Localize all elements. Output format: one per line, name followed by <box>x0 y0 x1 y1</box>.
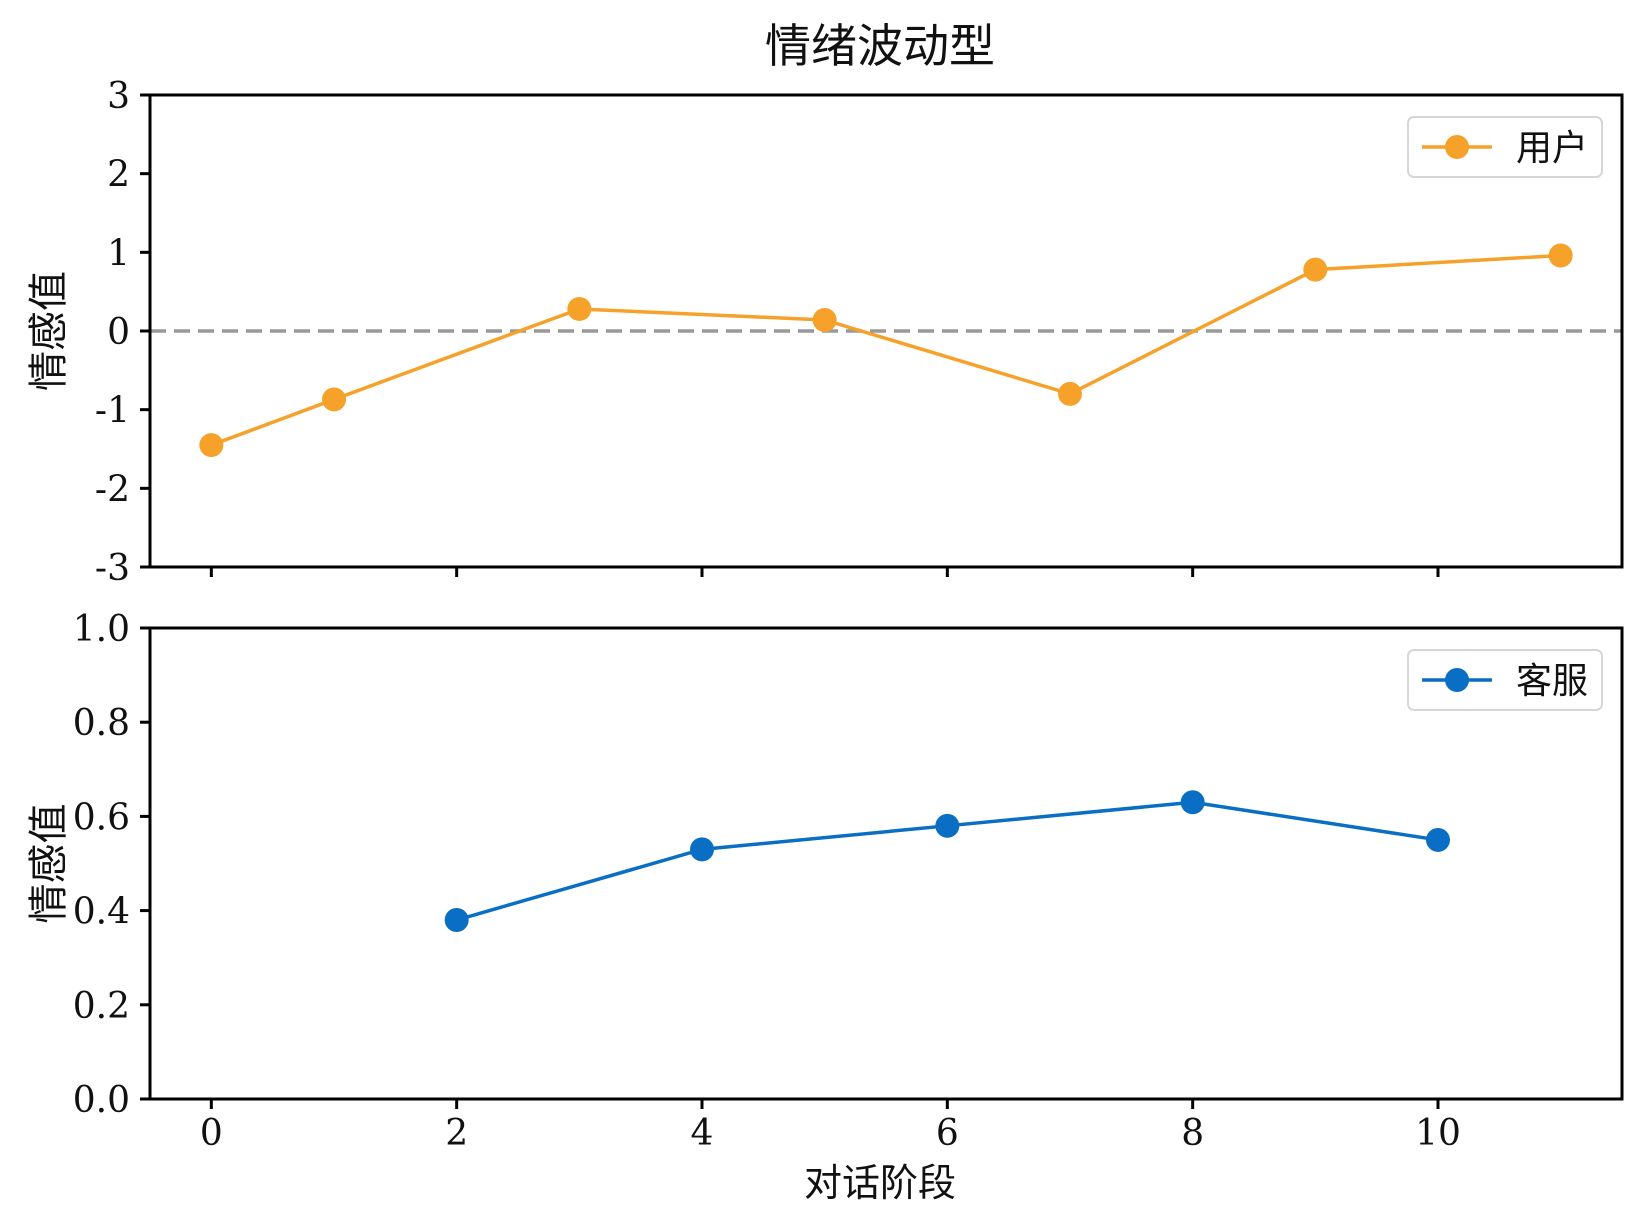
legend-label: 客服 <box>1516 661 1588 702</box>
y-axis-label: 情感值 <box>26 271 72 391</box>
y-tick-label: -3 <box>95 548 130 589</box>
y-tick-label: 0 <box>107 312 130 353</box>
legend-box <box>1407 116 1603 178</box>
legend: 客服 <box>1407 649 1603 711</box>
data-point <box>1548 243 1573 268</box>
data-point <box>1303 257 1328 282</box>
data-point <box>1058 381 1082 406</box>
subplot-1: 3 2 1 0 -1 -2 -3 情感值 用户 <box>26 76 1624 589</box>
data-point <box>444 908 469 933</box>
x-tick-label: 0 <box>200 1113 223 1154</box>
y-tick-label: 0.2 <box>73 986 130 1027</box>
y-tick-label: 1 <box>107 233 130 274</box>
y-tick-label: -2 <box>95 469 130 510</box>
x-tick-label: 6 <box>936 1113 959 1154</box>
y-tick-label: 3 <box>107 76 130 117</box>
data-point <box>567 296 592 321</box>
legend-marker <box>1445 135 1469 159</box>
y-tick-label: 0.0 <box>73 1080 130 1121</box>
subplot-2: 1.0 0.8 0.6 0.4 0.2 0.0 0 2 4 6 8 10 情感值 客服 <box>26 609 1624 1154</box>
y-axis-label: 情感值 <box>26 804 72 924</box>
x-axis-label: 对话阶段 <box>804 1161 956 1205</box>
y-tick-label: -1 <box>95 391 130 432</box>
y-tick-label: 0.6 <box>73 797 130 838</box>
data-point <box>690 837 714 862</box>
data-point <box>1180 790 1205 815</box>
x-tick-label: 4 <box>691 1113 714 1154</box>
legend-box <box>1407 649 1603 711</box>
plot-frame <box>148 626 1624 1101</box>
x-tick-label: 10 <box>1415 1113 1461 1154</box>
data-point <box>1426 827 1450 852</box>
data-point <box>322 387 346 412</box>
data-point <box>812 307 837 332</box>
x-tick-label: 8 <box>1181 1113 1204 1154</box>
data-point <box>199 433 224 458</box>
legend: 用户 <box>1407 116 1603 178</box>
y-tick-label: 0.4 <box>73 892 130 933</box>
data-point <box>935 813 960 838</box>
y-tick-label: 1.0 <box>73 609 130 650</box>
chart-title: 情绪波动型 <box>765 19 995 73</box>
legend-label: 用户 <box>1516 128 1588 169</box>
y-tick-label: 2 <box>107 155 130 196</box>
x-tick-label: 2 <box>445 1113 468 1154</box>
y-tick-label: 0.8 <box>73 703 130 744</box>
legend-marker <box>1445 668 1469 692</box>
series-line-1 <box>210 253 1561 447</box>
